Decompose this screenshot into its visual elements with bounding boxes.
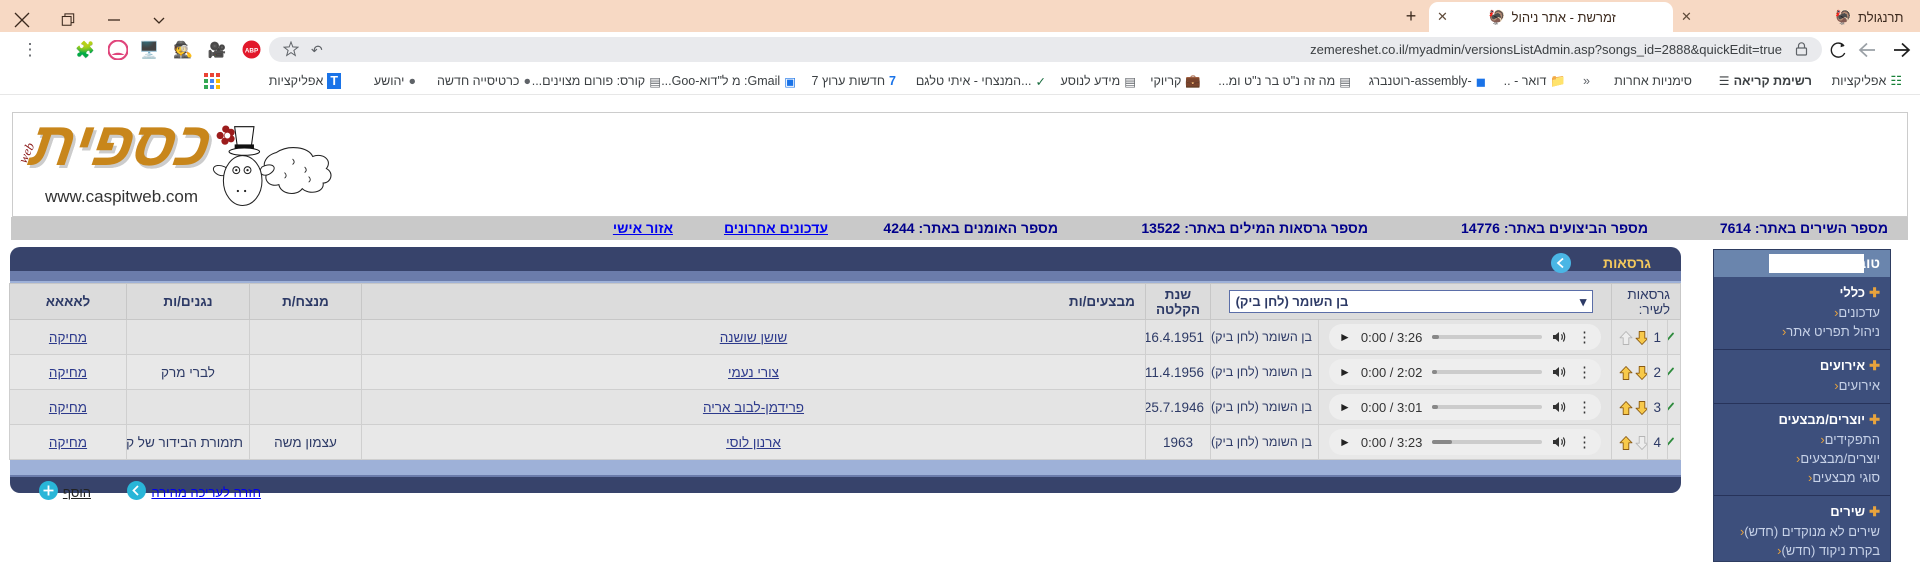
- svg-text:ABP: ABP: [244, 47, 257, 54]
